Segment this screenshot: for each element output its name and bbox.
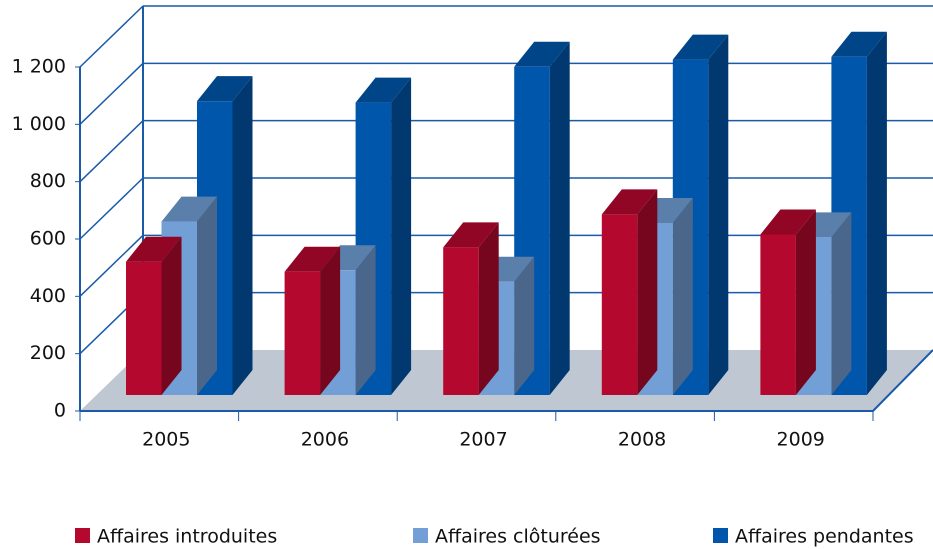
bar [601, 214, 638, 395]
y-tick-label: 1 200 [12, 56, 66, 78]
x-tick-label: 2008 [618, 429, 666, 451]
grid-line [79, 62, 144, 125]
x-tick-label: 2005 [142, 429, 190, 451]
bar [284, 271, 321, 395]
bar-side [391, 77, 412, 395]
bar-side [161, 236, 182, 395]
legend-label: Affaires introduites [97, 526, 277, 548]
bar [126, 261, 162, 395]
bar-side [478, 222, 499, 395]
bar [760, 234, 796, 395]
bar-side [708, 34, 729, 395]
grid-line [79, 234, 144, 297]
bar-top [126, 236, 182, 262]
legend-swatch [713, 528, 728, 543]
bar-top [197, 76, 253, 102]
x-tick-label: 2007 [459, 429, 507, 451]
grid-line [79, 5, 144, 68]
bar-top [760, 209, 816, 235]
y-tick-label: 1 000 [12, 113, 66, 135]
legend-label: Affaires pendantes [735, 526, 914, 548]
bar-side [232, 76, 253, 396]
grid-line [79, 177, 144, 240]
bar-side [795, 209, 816, 395]
legend-label: Affaires clôturées [435, 526, 601, 548]
bar-top [443, 222, 499, 248]
bar-top [601, 189, 658, 215]
bar-top [831, 31, 887, 57]
legend-swatch [75, 528, 90, 543]
y-tick-label: 200 [30, 342, 66, 364]
bar-side [514, 256, 535, 395]
legend-swatch [413, 528, 428, 543]
bar-side [637, 189, 658, 395]
y-tick-label: 400 [30, 285, 66, 307]
bar-side [831, 212, 852, 395]
bar-top [355, 77, 412, 103]
bar [443, 247, 479, 395]
y-tick-label: 0 [54, 400, 66, 422]
bar-top [161, 196, 217, 222]
y-tick-label: 800 [30, 170, 66, 192]
bar-side [549, 41, 570, 396]
bar-top [672, 34, 729, 60]
bar-side [320, 246, 341, 395]
bar-side [866, 31, 887, 395]
grid-line [79, 120, 144, 183]
bar-side [672, 198, 693, 395]
bar-top [514, 41, 570, 67]
bar-top [284, 246, 341, 272]
x-tick-label: 2006 [301, 429, 349, 451]
bar-side [197, 196, 217, 395]
floor-edge [872, 349, 933, 412]
x-tick-label: 2009 [777, 429, 825, 451]
y-tick-label: 600 [30, 228, 66, 250]
bar-side [355, 245, 376, 395]
